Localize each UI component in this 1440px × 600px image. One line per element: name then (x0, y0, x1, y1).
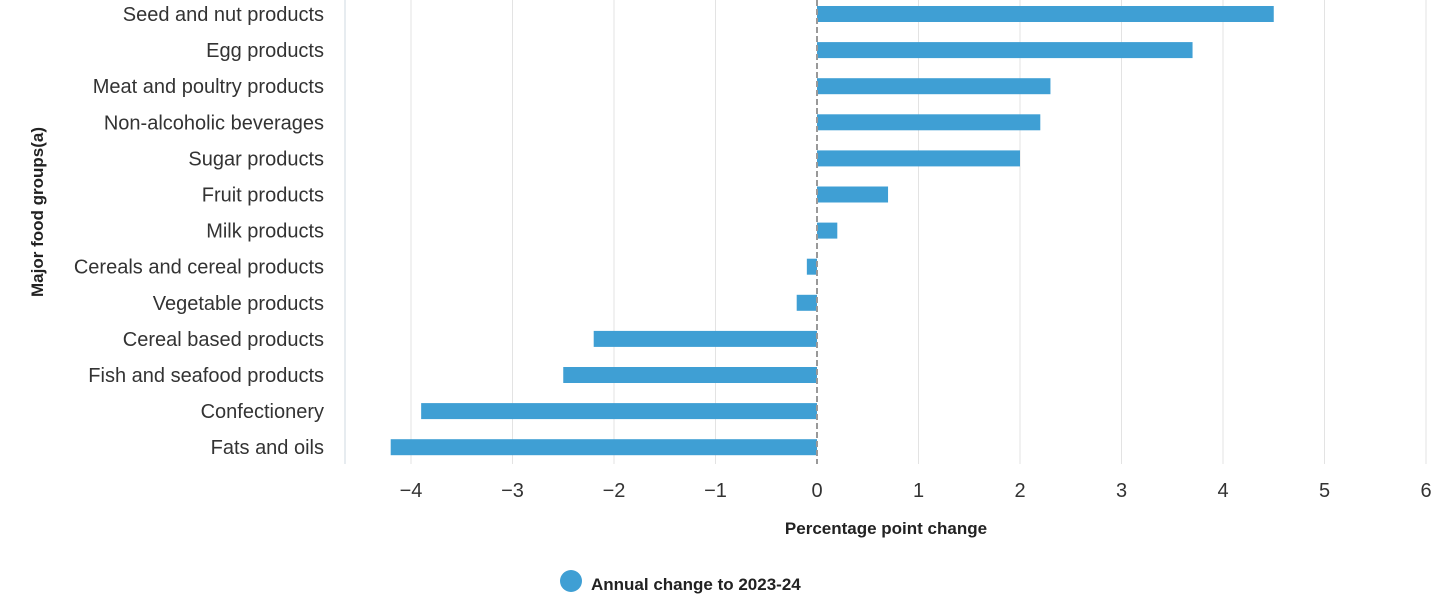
category-label: Meat and poultry products (93, 76, 324, 98)
category-label: Cereals and cereal products (74, 257, 324, 279)
y-axis-title: Major food groups(a) (28, 127, 47, 297)
x-tick-label: 2 (1014, 480, 1025, 502)
category-label: Non-alcoholic beverages (104, 112, 324, 134)
x-axis-title: Percentage point change (785, 519, 987, 538)
x-tick-label: −1 (704, 480, 727, 502)
bar[interactable] (817, 6, 1274, 22)
category-label: Egg products (206, 40, 324, 62)
bar[interactable] (817, 150, 1020, 167)
category-label: Fats and oils (211, 437, 324, 459)
category-label: Cereal based products (123, 329, 324, 351)
category-label: Milk products (206, 221, 324, 243)
category-label: Vegetable products (153, 293, 324, 315)
x-tick-labels: −4 −3 −2 −1 0 1 2 3 4 5 6 (400, 480, 1432, 502)
category-label: Sugar products (188, 148, 324, 170)
bar[interactable] (421, 403, 817, 420)
category-label: Seed and nut products (123, 4, 324, 26)
bar[interactable] (806, 258, 817, 275)
x-tick-label: 3 (1116, 480, 1127, 502)
x-tick-label: −4 (400, 480, 423, 502)
x-tick-label: 4 (1217, 480, 1228, 502)
category-label: Fruit products (202, 185, 324, 207)
bar[interactable] (390, 439, 817, 456)
x-tick-label: 1 (913, 480, 924, 502)
bar[interactable] (817, 78, 1051, 95)
grid-lines (410, 0, 1427, 464)
bar[interactable] (817, 42, 1193, 59)
x-tick-label: −2 (603, 480, 626, 502)
bar[interactable] (817, 186, 889, 203)
bar[interactable] (817, 114, 1041, 131)
bar[interactable] (817, 222, 838, 239)
bar[interactable] (593, 330, 817, 347)
category-label: Confectionery (201, 401, 324, 423)
bar[interactable] (563, 367, 817, 383)
x-tick-label: 5 (1319, 480, 1330, 502)
category-label: Fish and seafood products (88, 365, 324, 387)
x-tick-label: −3 (501, 480, 524, 502)
bar[interactable] (796, 294, 817, 311)
category-labels: Seed and nut products Egg products Meat an… (74, 4, 324, 459)
x-tick-label: 0 (811, 480, 822, 502)
bars-group (390, 6, 1274, 456)
legend-marker[interactable] (560, 570, 582, 592)
legend[interactable]: Annual change to 2023-24 (560, 570, 801, 594)
x-tick-label: 6 (1420, 480, 1431, 502)
legend-label[interactable]: Annual change to 2023-24 (591, 575, 801, 594)
